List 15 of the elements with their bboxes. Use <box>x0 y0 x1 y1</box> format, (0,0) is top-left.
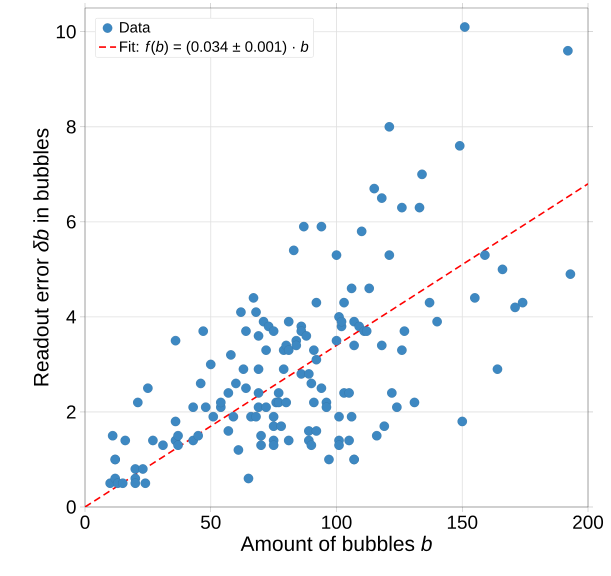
x-tick-label: 0 <box>80 516 90 529</box>
x-tick-label: 150 <box>448 516 478 529</box>
legend-label: Data <box>120 22 150 33</box>
y-tick-label: 6 <box>66 215 76 229</box>
y-tick-label: 4 <box>66 310 76 324</box>
x-tick-label: 100 <box>322 516 352 529</box>
y-tick-label: 0 <box>66 500 76 514</box>
y-tick-label: 8 <box>66 120 76 134</box>
x-axis-title: Amount of bubbles b <box>240 536 432 552</box>
y-tick-label: 2 <box>66 405 76 419</box>
x-tick-label: 50 <box>200 516 221 529</box>
y-axis-title: Readout error δb in bubbles <box>33 128 49 386</box>
legend-label: Fit: f(b) = (0.034 ± 0.001) · b <box>120 40 308 55</box>
y-tick-label: 10 <box>56 25 76 38</box>
x-tick-label: 200 <box>573 516 604 529</box>
